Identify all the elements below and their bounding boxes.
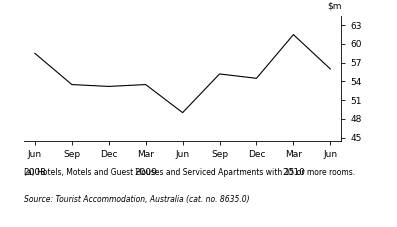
Text: 2008: 2008: [23, 168, 46, 177]
Text: $m: $m: [327, 2, 341, 11]
Text: Source: Tourist Accommodation, Australia (cat. no. 8635.0): Source: Tourist Accommodation, Australia…: [24, 195, 249, 204]
Text: 2009: 2009: [134, 168, 157, 177]
Text: 2010: 2010: [282, 168, 305, 177]
Text: (a) Hotels, Motels and Guest Houses and Serviced Apartments with 15 or more room: (a) Hotels, Motels and Guest Houses and …: [24, 168, 355, 177]
